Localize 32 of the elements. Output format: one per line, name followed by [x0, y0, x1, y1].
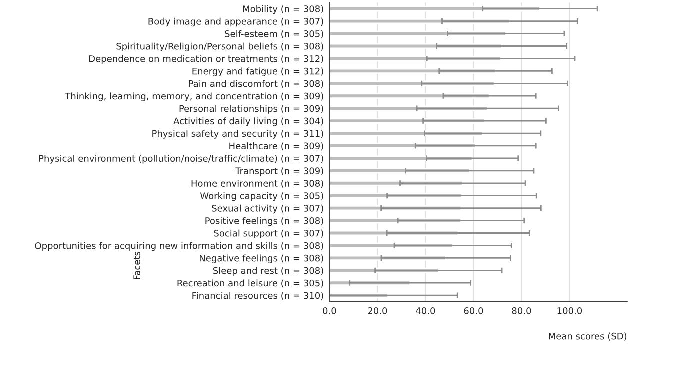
y-tick-label: Positive feelings (n = 308) — [206, 217, 324, 226]
y-tick-label: Physical environment (pollution/noise/traffic/climate) (n = 307) — [39, 155, 324, 164]
x-axis-title: Mean scores (SD) — [549, 332, 627, 341]
x-tick-label: 60.0 — [464, 308, 484, 314]
x-tick-label: 20.0 — [368, 308, 388, 314]
y-tick-label: Personal relationships (n = 309) — [180, 105, 324, 114]
y-tick-label: Self-esteem (n = 305) — [225, 30, 324, 38]
y-tick-label: Energy and fatigue (n = 312) — [192, 68, 324, 76]
y-tick-label: Dependence on medication or treatments (n = 312) — [89, 55, 324, 64]
x-tick-label: 40.0 — [416, 308, 436, 314]
y-tick-label: Transport (n = 309) — [236, 168, 324, 176]
y-tick-label: Activities of daily living (n = 304) — [174, 118, 324, 126]
y-tick-label: Spirituality/Religion/Personal beliefs (n = 308) — [116, 42, 324, 52]
y-tick-label: Sexual activity (n = 307) — [212, 204, 324, 214]
y-tick-label: Pain and discomfort (n = 308) — [189, 80, 324, 88]
y-tick-label: Recreation and leisure (n = 305) — [178, 280, 324, 288]
y-tick-label: Physical safety and security (n = 311) — [152, 130, 324, 139]
y-tick-label: Home environment (n = 308) — [192, 180, 324, 188]
y-tick-label: Working capacity (n = 305) — [200, 192, 324, 202]
y-tick-label: Social support (n = 307) — [214, 230, 324, 239]
y-tick-label: Thinking, learning, memory, and concentration (n = 309) — [65, 92, 324, 102]
y-tick-label: Opportunities for acquiring new information and skills (n = 308) — [35, 242, 324, 252]
x-tick-label: 80.0 — [512, 308, 532, 314]
y-tick-label: Negative feelings (n = 308) — [200, 254, 324, 264]
y-tick-label: Body image and appearance (n = 307) — [148, 18, 324, 27]
y-tick-label: Healthcare (n = 309) — [230, 142, 324, 151]
y-axis-title: Facets — [134, 252, 140, 280]
x-tick-label: 100.0 — [558, 308, 582, 314]
y-tick-label: Sleep and rest (n = 308) — [213, 267, 324, 276]
x-tick-label: 0.0 — [323, 308, 336, 314]
y-tick-label: Mobility (n = 308) — [243, 5, 324, 14]
y-tick-label: Financial resources (n = 310) — [192, 292, 324, 300]
